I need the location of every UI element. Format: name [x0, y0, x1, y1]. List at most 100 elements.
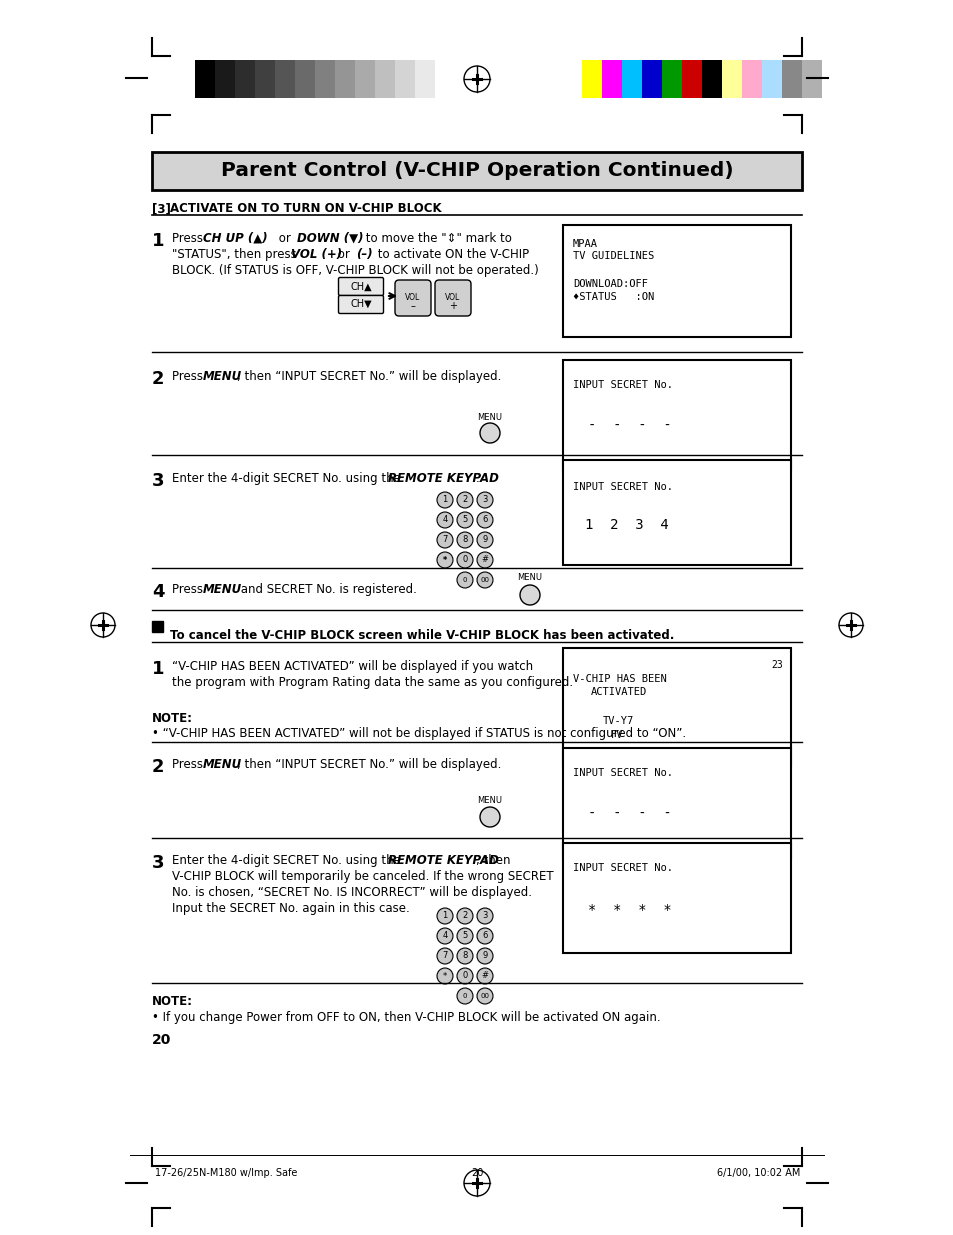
Bar — [194, 61, 214, 98]
Text: 3: 3 — [152, 853, 164, 872]
Circle shape — [436, 948, 453, 965]
Text: REMOTE KEYPAD: REMOTE KEYPAD — [388, 853, 498, 867]
Text: Press: Press — [172, 232, 207, 245]
Text: +: + — [449, 301, 456, 311]
Bar — [562, 748, 790, 858]
Text: 2: 2 — [462, 911, 467, 920]
Text: , then “INPUT SECRET No.” will be displayed.: , then “INPUT SECRET No.” will be displa… — [236, 370, 501, 383]
Text: NOTE:: NOTE: — [152, 995, 193, 1008]
Circle shape — [456, 948, 473, 965]
Circle shape — [456, 532, 473, 548]
Text: 0: 0 — [462, 577, 467, 583]
Text: FV: FV — [610, 730, 623, 740]
Text: 6: 6 — [482, 931, 487, 941]
Text: 00: 00 — [480, 577, 489, 583]
Circle shape — [436, 552, 453, 568]
Text: INPUT SECRET No.: INPUT SECRET No. — [573, 482, 672, 492]
Circle shape — [476, 908, 493, 924]
Text: 7: 7 — [442, 536, 447, 545]
Circle shape — [436, 927, 453, 944]
Bar — [641, 61, 661, 98]
Text: 0: 0 — [462, 993, 467, 999]
Text: 2: 2 — [152, 758, 164, 776]
Text: *: * — [442, 556, 447, 564]
Text: • “V-CHIP HAS BEEN ACTIVATED” will not be displayed if STATUS is not configured : • “V-CHIP HAS BEEN ACTIVATED” will not b… — [152, 727, 685, 740]
Text: INPUT SECRET No.: INPUT SECRET No. — [573, 380, 672, 390]
Bar — [562, 359, 790, 471]
Text: ♦STATUS   :ON: ♦STATUS :ON — [573, 291, 654, 303]
Bar — [701, 61, 721, 98]
Circle shape — [456, 908, 473, 924]
Text: No. is chosen, “SECRET No. IS INCORRECT” will be displayed.: No. is chosen, “SECRET No. IS INCORRECT”… — [172, 885, 532, 899]
Text: DOWN (▼): DOWN (▼) — [296, 232, 363, 245]
Text: Enter the 4-digit SECRET No. using the: Enter the 4-digit SECRET No. using the — [172, 472, 404, 485]
Text: MENU: MENU — [203, 583, 242, 597]
Text: 20: 20 — [152, 1032, 172, 1047]
Circle shape — [479, 424, 499, 443]
Text: 5: 5 — [462, 515, 467, 525]
Circle shape — [436, 968, 453, 984]
Text: MENU: MENU — [477, 797, 502, 805]
Bar — [152, 152, 801, 190]
Text: Press: Press — [172, 758, 207, 771]
Text: 9: 9 — [482, 536, 487, 545]
Bar — [781, 61, 801, 98]
Bar — [214, 61, 234, 98]
Text: *: * — [442, 556, 447, 564]
Text: INPUT SECRET No.: INPUT SECRET No. — [573, 863, 672, 873]
Text: To cancel the V-CHIP BLOCK screen while V-CHIP BLOCK has been activated.: To cancel the V-CHIP BLOCK screen while … — [170, 629, 674, 642]
Text: 3: 3 — [482, 911, 487, 920]
Text: or: or — [274, 232, 294, 245]
Text: CH UP (▲): CH UP (▲) — [203, 232, 268, 245]
Bar — [335, 61, 355, 98]
Text: [3]: [3] — [152, 203, 174, 215]
Text: 6/1/00, 10:02 AM: 6/1/00, 10:02 AM — [716, 1168, 800, 1178]
Bar — [661, 61, 681, 98]
Bar — [621, 61, 641, 98]
Text: DOWNLOAD:OFF: DOWNLOAD:OFF — [573, 279, 647, 289]
Text: 0: 0 — [462, 556, 467, 564]
Circle shape — [456, 968, 473, 984]
Bar — [435, 61, 455, 98]
FancyBboxPatch shape — [338, 278, 383, 295]
Text: the program with Program Rating data the same as you configured.: the program with Program Rating data the… — [172, 676, 573, 689]
Bar — [761, 61, 781, 98]
Bar — [355, 61, 375, 98]
Circle shape — [519, 585, 539, 605]
Text: 2: 2 — [152, 370, 164, 388]
Text: Input the SECRET No. again in this case.: Input the SECRET No. again in this case. — [172, 902, 410, 915]
FancyBboxPatch shape — [395, 280, 431, 316]
Text: 3: 3 — [482, 495, 487, 505]
Circle shape — [479, 806, 499, 827]
Text: VOL: VOL — [405, 294, 420, 303]
Circle shape — [476, 927, 493, 944]
Bar — [562, 844, 790, 953]
Text: TV-Y7: TV-Y7 — [602, 716, 634, 726]
Circle shape — [456, 572, 473, 588]
Text: • If you change Power from OFF to ON, then V-CHIP BLOCK will be activated ON aga: • If you change Power from OFF to ON, th… — [152, 1011, 659, 1024]
Text: NOTE:: NOTE: — [152, 713, 193, 725]
Bar — [562, 648, 790, 766]
Text: *: * — [442, 972, 447, 981]
Text: to move the "⇕" mark to: to move the "⇕" mark to — [361, 232, 512, 245]
Bar — [152, 621, 163, 632]
Text: 7: 7 — [442, 951, 447, 961]
Text: CH▼: CH▼ — [350, 299, 372, 309]
Text: “V-CHIP HAS BEEN ACTIVATED” will be displayed if you watch: “V-CHIP HAS BEEN ACTIVATED” will be disp… — [172, 659, 533, 673]
Text: Parent Control (V-CHIP Operation Continued): Parent Control (V-CHIP Operation Continu… — [220, 162, 733, 180]
Text: ACTIVATE ON TO TURN ON V-CHIP BLOCK: ACTIVATE ON TO TURN ON V-CHIP BLOCK — [170, 203, 441, 215]
Bar — [294, 61, 314, 98]
Text: 23: 23 — [770, 659, 782, 671]
Bar — [601, 61, 621, 98]
Circle shape — [436, 492, 453, 508]
Text: to activate ON the V-CHIP: to activate ON the V-CHIP — [374, 248, 529, 261]
Bar — [254, 61, 274, 98]
Text: V-CHIP HAS BEEN: V-CHIP HAS BEEN — [573, 674, 666, 684]
Text: MPAA: MPAA — [573, 240, 598, 249]
Text: Enter the 4-digit SECRET No. using the: Enter the 4-digit SECRET No. using the — [172, 853, 404, 867]
Circle shape — [456, 552, 473, 568]
Circle shape — [476, 513, 493, 529]
Text: .: . — [476, 472, 479, 485]
Text: 00: 00 — [480, 993, 489, 999]
Circle shape — [476, 572, 493, 588]
